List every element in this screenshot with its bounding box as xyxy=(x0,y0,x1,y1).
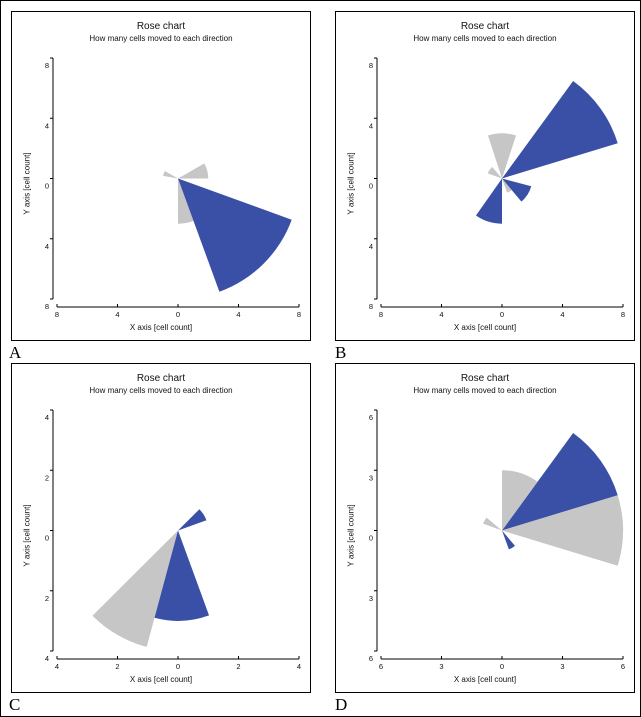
y-tick-label: 2 xyxy=(45,594,49,603)
panel-d: Rose chart How many cells moved to each … xyxy=(335,363,635,693)
x-tick-label: 8 xyxy=(379,310,383,319)
y-tick-label: 8 xyxy=(369,302,373,311)
x-tick-label: 4 xyxy=(236,310,240,319)
rose-sector xyxy=(487,133,517,179)
y-tick-label: 0 xyxy=(45,534,49,543)
y-tick-label: 0 xyxy=(45,182,49,191)
rose-sector xyxy=(502,530,515,550)
rose-sector xyxy=(154,530,210,621)
chart-title: Rose chart xyxy=(136,373,186,384)
chart-subtitle: How many cells moved to each direction xyxy=(413,34,557,43)
panel-letter-d: D xyxy=(335,695,348,714)
panel-letter-a: A xyxy=(9,343,22,362)
y-tick-label: 0 xyxy=(369,534,373,543)
x-axis-label: X axis [cell count] xyxy=(129,675,193,684)
x-tick-label: 0 xyxy=(176,662,180,671)
x-tick-label: 4 xyxy=(297,662,301,671)
chart-title: Rose chart xyxy=(460,21,510,32)
y-tick-label: 3 xyxy=(369,473,373,482)
rose-sector xyxy=(483,517,502,531)
y-tick-label: 8 xyxy=(369,61,373,70)
rose-sector xyxy=(178,509,207,531)
rose-sector xyxy=(92,530,178,647)
chart-subtitle: How many cells moved to each direction xyxy=(89,34,233,43)
rose-sector xyxy=(502,81,618,179)
x-tick-label: 4 xyxy=(115,310,119,319)
y-tick-label: 6 xyxy=(369,413,373,422)
rose-sector xyxy=(178,163,209,179)
x-tick-label: 8 xyxy=(297,310,301,319)
rose-sector xyxy=(178,178,292,292)
panel-c: Rose chart How many cells moved to each … xyxy=(11,363,311,693)
panel-letter-c: C xyxy=(9,695,21,714)
y-tick-label: 0 xyxy=(369,182,373,191)
chart-subtitle: How many cells moved to each direction xyxy=(89,386,233,395)
panel-a: Rose chart How many cells moved to each … xyxy=(11,11,311,341)
x-axis-label: X axis [cell count] xyxy=(129,323,193,332)
y-tick-label: 4 xyxy=(45,242,49,251)
y-tick-label: 2 xyxy=(45,473,49,482)
panel-letter-b: B xyxy=(335,343,347,362)
rose-sector xyxy=(502,178,532,202)
y-tick-label: 3 xyxy=(369,594,373,603)
x-tick-label: 6 xyxy=(379,662,383,671)
y-tick-label: 6 xyxy=(369,654,373,663)
x-tick-label: 4 xyxy=(55,662,59,671)
x-tick-label: 0 xyxy=(500,310,504,319)
y-tick-label: 4 xyxy=(45,654,49,663)
x-tick-label: 4 xyxy=(439,310,443,319)
x-tick-label: 3 xyxy=(439,662,443,671)
rose-sector xyxy=(502,495,623,566)
x-tick-label: 8 xyxy=(55,310,59,319)
rose-sector xyxy=(487,166,502,179)
rose-sector xyxy=(502,470,538,531)
rose-sector xyxy=(502,433,618,531)
x-tick-label: 0 xyxy=(500,662,504,671)
rose-sector xyxy=(178,178,194,224)
x-tick-label: 6 xyxy=(621,662,625,671)
y-tick-label: 4 xyxy=(45,413,49,422)
x-tick-label: 4 xyxy=(560,310,564,319)
chart-title: Rose chart xyxy=(136,21,186,32)
x-tick-label: 2 xyxy=(236,662,240,671)
y-tick-label: 8 xyxy=(45,302,49,311)
x-tick-label: 0 xyxy=(176,310,180,319)
chart-subtitle: How many cells moved to each direction xyxy=(413,386,557,395)
x-axis-label: X axis [cell count] xyxy=(453,675,517,684)
rose-sector xyxy=(475,178,502,224)
x-tick-label: 8 xyxy=(621,310,625,319)
y-tick-label: 4 xyxy=(369,242,373,251)
x-tick-label: 2 xyxy=(115,662,119,671)
x-tick-label: 3 xyxy=(560,662,564,671)
y-tick-label: 4 xyxy=(45,121,49,130)
panel-b: Rose chart How many cells moved to each … xyxy=(335,11,635,341)
y-tick-label: 4 xyxy=(369,121,373,130)
chart-title: Rose chart xyxy=(460,373,510,384)
x-axis-label: X axis [cell count] xyxy=(453,323,517,332)
rose-sector xyxy=(163,170,178,179)
rose-sector xyxy=(502,178,512,193)
y-tick-label: 8 xyxy=(45,61,49,70)
